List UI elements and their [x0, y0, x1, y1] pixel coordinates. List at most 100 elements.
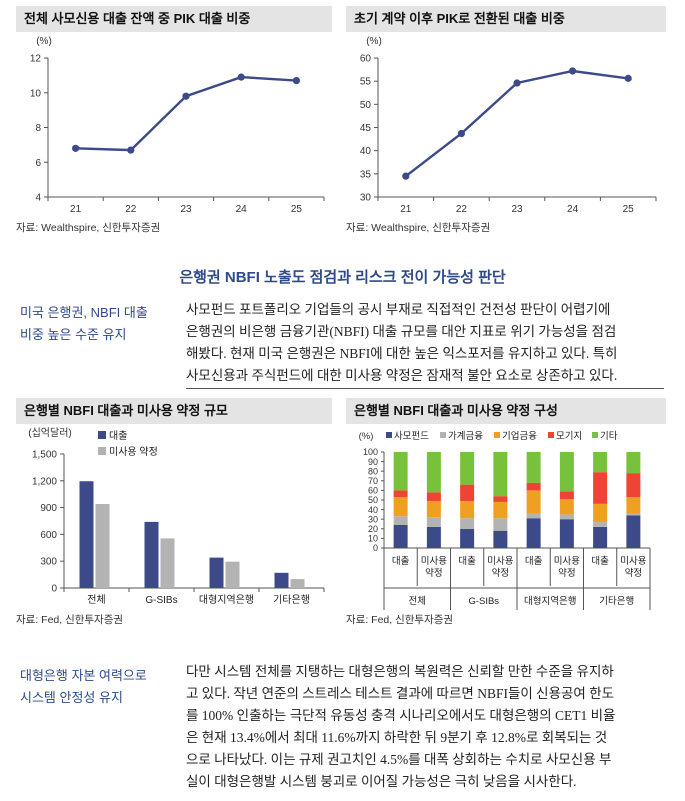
x-tick-label: 대출	[392, 556, 410, 567]
data-point	[457, 129, 465, 138]
y-tick-label: 60	[360, 54, 372, 65]
y-tick-label: 55	[360, 77, 372, 88]
paragraph-line: 해봤다. 현재 미국 은행권은 NBFI에 대한 높은 익스포저를 유지하고 있…	[186, 346, 618, 361]
group-label: G-SIBs	[468, 596, 499, 607]
legend-label: 가계금융	[448, 430, 483, 442]
y-tick-label: 45	[360, 123, 372, 134]
data-point	[237, 73, 245, 81]
data-point	[624, 74, 632, 82]
y-tick-label: 600	[40, 530, 57, 541]
legend-swatch	[386, 432, 392, 438]
chart-title: 초기 계약 이후 PIK로 전환된 대출 비중	[346, 6, 666, 32]
paragraph-line: 으로 나타났다. 이는 규제 권고치인 4.5%를 대폭 상회하는 수치로 사모…	[186, 752, 612, 767]
data-point	[513, 79, 521, 87]
y-tick-label: 50	[368, 495, 378, 505]
legend-label: 미사용 약정	[109, 446, 158, 458]
y-tick-label: 8	[35, 123, 41, 134]
legend-label: 기타	[600, 431, 618, 442]
stacked-segment	[526, 513, 541, 519]
x-tick-label: 약정	[425, 567, 442, 579]
divider	[186, 388, 664, 389]
chart-source: 자료: Wealthspire, 신한투자증권	[16, 222, 161, 234]
y-tick-label: 35	[360, 169, 372, 180]
side-heading-line: 대형은행 자본 여력으로	[20, 668, 147, 683]
stacked-segment	[593, 503, 608, 523]
legend-swatch	[592, 432, 598, 438]
stacked-segment	[426, 500, 441, 518]
y-tick-label: 100	[363, 447, 378, 457]
x-tick-label: 미사용	[421, 556, 447, 567]
legend-swatch	[98, 447, 106, 455]
y-tick-label: 1,200	[32, 476, 57, 487]
legend-label: 모기지	[556, 431, 582, 442]
y-tick-label: 10	[368, 534, 378, 544]
x-tick-label: 대출	[458, 556, 476, 567]
chart-source: 자료: Fed, 신한투자증권	[346, 614, 454, 626]
stacked-segment	[626, 473, 641, 498]
y-tick-label: 40	[368, 505, 378, 515]
paragraph-line: 은행권의 비은행 금융기관(NBFI) 대출 규모를 대안 지표로 위기 가능성…	[186, 324, 617, 339]
stacked-segment	[526, 490, 541, 514]
x-tick-label: 기타은행	[273, 594, 310, 606]
stacked-segment	[493, 452, 508, 497]
legend-label: 기업금융	[502, 430, 537, 442]
stacked-segment	[559, 452, 574, 492]
x-tick-label: 23	[511, 204, 523, 215]
stacked-segment	[559, 491, 574, 500]
paragraph: 사모펀드 포트폴리오 기업들의 공시 부재로 직접적인 건전성 판단이 어렵기에…	[186, 299, 664, 387]
x-tick-label: 약정	[492, 567, 509, 579]
chart-source: 자료: Fed, 신한투자증권	[16, 614, 124, 626]
x-tick-label: 22	[456, 204, 468, 215]
y-tick-label: 40	[360, 146, 372, 157]
x-tick-label: 21	[400, 204, 412, 215]
side-heading-line: 시스템 안정성 유지	[20, 690, 123, 705]
paragraph: 다만 시스템 전체를 지탱하는 대형은행의 복원력은 신뢰할 만한 수준을 유지…	[186, 661, 664, 793]
y-tick-label: 1,500	[32, 450, 57, 461]
legend-label: 대출	[109, 430, 127, 442]
stacked-segment	[393, 497, 408, 517]
chart-title: 은행별 NBFI 대출과 미사용 약정 규모	[16, 398, 332, 424]
section-title: 은행권 NBFI 노출도 점검과 리스크 전이 가능성 판단	[179, 269, 506, 286]
x-tick-label: 미사용	[620, 556, 646, 567]
stacked-segment	[559, 499, 574, 515]
x-tick-label: G-SIBs	[145, 595, 177, 606]
stacked-segment	[426, 452, 441, 493]
paragraph-line: 사모펀드 포트폴리오 기업들의 공시 부재로 직접적인 건전성 판단이 어렵기에	[186, 302, 611, 317]
y-tick-label: 60	[368, 486, 378, 496]
bar-unused-commitment	[290, 579, 305, 588]
stacked-segment	[593, 472, 608, 504]
legend-swatch	[98, 431, 106, 439]
y-axis-unit: (%)	[359, 431, 374, 442]
stacked-segment	[593, 522, 608, 527]
side-heading: 미국 은행권, NBFI 대출 비중 높은 수준 유지	[20, 302, 148, 346]
side-heading-line: 미국 은행권, NBFI 대출	[20, 305, 148, 320]
chart-panel-pik-share: 전체 사모신용 대출 잔액 중 PIK 대출 비중 (%) 4 6 8 10 12 21 22…	[16, 6, 332, 246]
group-label: 대형지역은행	[524, 595, 576, 607]
stacked-segment	[393, 490, 408, 498]
bar-loan	[209, 557, 224, 588]
stacked-segment	[426, 492, 441, 501]
series-line	[75, 75, 297, 152]
stacked-segment	[626, 497, 641, 514]
y-tick-label: 90	[368, 457, 378, 467]
x-tick-label: 23	[180, 204, 192, 215]
bar-unused-commitment	[225, 561, 240, 588]
stacked-segment	[626, 452, 641, 474]
x-tick-label: 대형지역은행	[199, 594, 254, 606]
stacked-bar-chart-nbfi-mix: (%) 사모펀드 가계금융 기업금융 모기지 기타 01020304050607080901…	[359, 430, 651, 610]
bar-unused-commitment	[95, 504, 110, 588]
y-tick-label: 4	[35, 193, 41, 204]
paragraph-line: 고 있다. 작년 연준의 스트레스 테스트 결과에 따르면 NBFI들이 신용공…	[186, 686, 615, 701]
y-tick-label: 50	[360, 100, 372, 111]
series-line	[405, 69, 629, 178]
x-tick-label: 미사용	[487, 556, 513, 567]
legend-swatch	[440, 432, 446, 438]
line-chart-pik-conversion: (%) 30 35 40 45 50 55 60 21 22 23 24 25	[360, 36, 657, 215]
legend-swatch	[548, 432, 554, 438]
stacked-segment	[426, 526, 441, 548]
stacked-segment	[426, 517, 441, 527]
x-tick-label: 대출	[591, 556, 609, 567]
paragraph-line: 를 100% 인출하는 극단적 유동성 충격 시나리오에서도 대형은행의 CET…	[186, 708, 616, 723]
y-tick-label: 0	[51, 584, 57, 595]
x-tick-label: 미사용	[554, 556, 580, 567]
